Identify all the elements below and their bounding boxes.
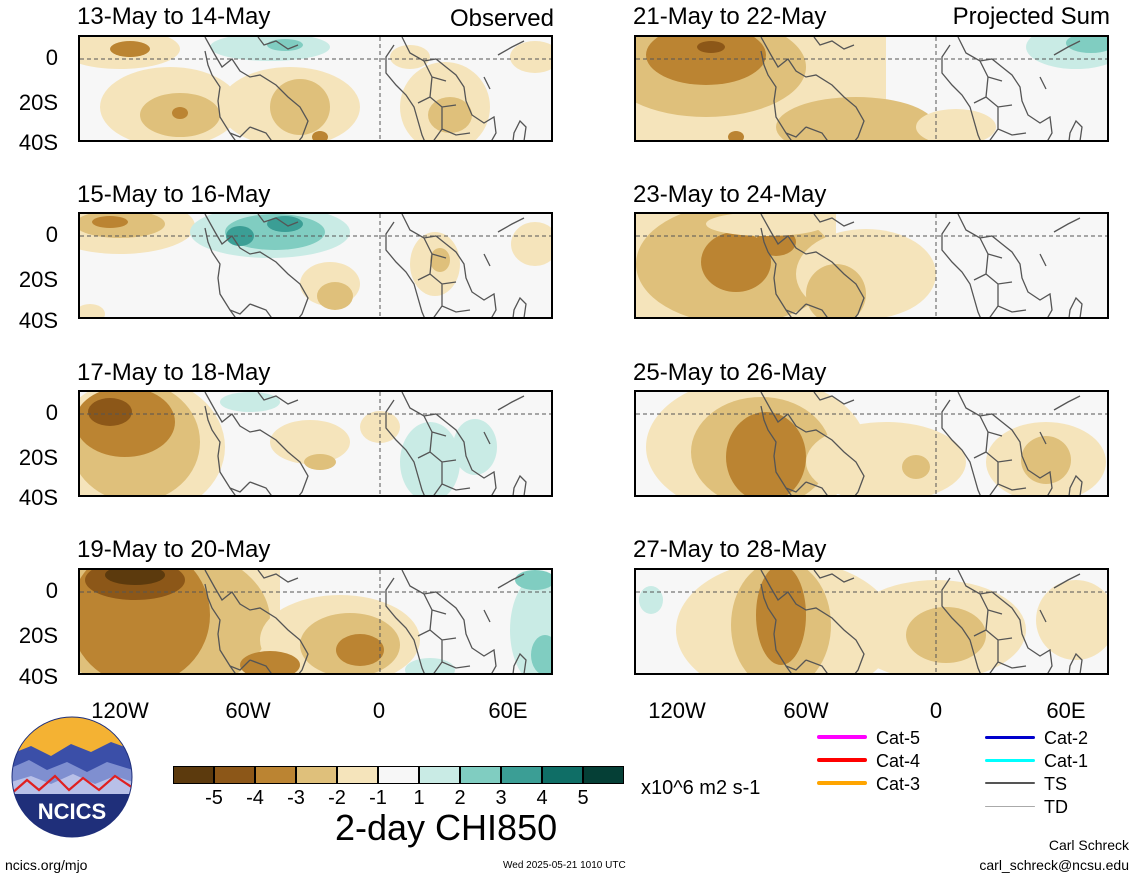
legend-label: Cat-1 <box>1044 751 1089 771</box>
y-tick-label: 0 <box>45 45 58 70</box>
map-panel <box>78 568 553 675</box>
map-panel <box>634 390 1109 497</box>
colorbar-tick-label: -1 <box>369 787 387 809</box>
colorbar-swatch <box>542 766 583 784</box>
y-tick-label: 40S <box>18 130 58 155</box>
legend-label: TD <box>1044 797 1068 817</box>
legend-line <box>985 805 1035 807</box>
y-tick-label: 0 <box>45 400 58 425</box>
panel-title: 13-May to 14-May <box>77 3 271 30</box>
colorbar-swatch <box>419 766 460 784</box>
legend-line <box>817 758 867 762</box>
colorbar-swatch <box>214 766 255 784</box>
panel-title: 25-May to 26-May <box>633 359 827 386</box>
y-tick-label: 40S <box>18 664 58 689</box>
legend-label: Cat-2 <box>1044 728 1089 748</box>
website-link[interactable]: ncics.org/mjo <box>5 857 88 873</box>
y-tick-label: 20S <box>18 90 58 115</box>
ncics-logo: NCICS <box>11 716 133 838</box>
y-tick-label: 20S <box>18 623 58 648</box>
panel-title: 27-May to 28-May <box>633 536 827 563</box>
x-tick-label: 60W <box>225 698 271 723</box>
colorbar-tick-label: 1 <box>413 787 425 809</box>
colorbar-swatch <box>501 766 542 784</box>
map-panel <box>634 35 1109 142</box>
colorbar-swatch <box>378 766 419 784</box>
x-tick-label: 120W <box>648 698 706 723</box>
legend-line <box>985 758 1035 762</box>
author-email[interactable]: carl_schreck@ncsu.edu <box>979 857 1129 873</box>
y-tick-label: 20S <box>18 267 58 292</box>
colorbar-tick-label: 2 <box>454 787 466 809</box>
legend-line <box>985 735 1035 739</box>
colorbar-swatch <box>173 766 214 784</box>
y-tick-label: 40S <box>18 485 58 510</box>
colorbar-swatch <box>296 766 337 784</box>
colorbar-tick-label: -3 <box>287 787 305 809</box>
x-tick-label: 0 <box>929 698 943 723</box>
legend-label: TS <box>1044 774 1068 794</box>
colorbar-tick-label: -4 <box>246 787 264 809</box>
author-name: Carl Schreck <box>1048 837 1129 853</box>
map-panel <box>78 212 553 319</box>
legend-line <box>817 735 867 739</box>
map-panel <box>634 568 1109 675</box>
timestamp: Wed 2025-05-21 1010 UTC <box>503 860 626 871</box>
x-tick-label: 120W <box>91 698 149 723</box>
colorbar-tick-label: -2 <box>328 787 346 809</box>
map-panel <box>78 390 553 497</box>
colorbar-tick-label: -5 <box>205 787 223 809</box>
colorbar-tick-label: 5 <box>577 787 589 809</box>
map-panel <box>634 212 1109 319</box>
chart-title: 2-day CHI850 <box>335 807 558 848</box>
colorbar-swatch <box>337 766 378 784</box>
y-tick-label: 40S <box>18 308 58 333</box>
legend-line <box>817 781 867 785</box>
colorbar-swatch <box>583 766 624 784</box>
panel-title: 21-May to 22-May <box>633 3 827 30</box>
panel-title: 19-May to 20-May <box>77 536 271 563</box>
legend-label: Cat-5 <box>876 728 921 748</box>
observed-label: Observed <box>449 5 554 32</box>
x-tick-label: 60E <box>488 698 528 723</box>
y-tick-label: 0 <box>45 578 58 603</box>
colorbar-units: x10^6 m2 s-1 <box>641 777 761 799</box>
colorbar-swatch <box>255 766 296 784</box>
y-tick-label: 20S <box>18 445 58 470</box>
legend-label: Cat-3 <box>876 774 921 794</box>
panel-title: 15-May to 16-May <box>77 181 271 208</box>
x-tick-label: 60W <box>783 698 829 723</box>
colorbar-tick-label: 4 <box>536 787 548 809</box>
panel-title: 23-May to 24-May <box>633 181 827 208</box>
x-tick-label: 0 <box>372 698 386 723</box>
x-tick-label: 60E <box>1046 698 1086 723</box>
colorbar-swatch <box>460 766 501 784</box>
panel-title: 17-May to 18-May <box>77 359 271 386</box>
legend-line <box>985 782 1035 784</box>
map-panel <box>78 35 553 142</box>
legend-label: Cat-4 <box>876 751 921 771</box>
y-tick-label: 0 <box>45 222 58 247</box>
logo-text: NCICS <box>38 799 106 824</box>
colorbar-tick-label: 3 <box>495 787 507 809</box>
projected-sum-label: Projected Sum <box>952 3 1110 30</box>
